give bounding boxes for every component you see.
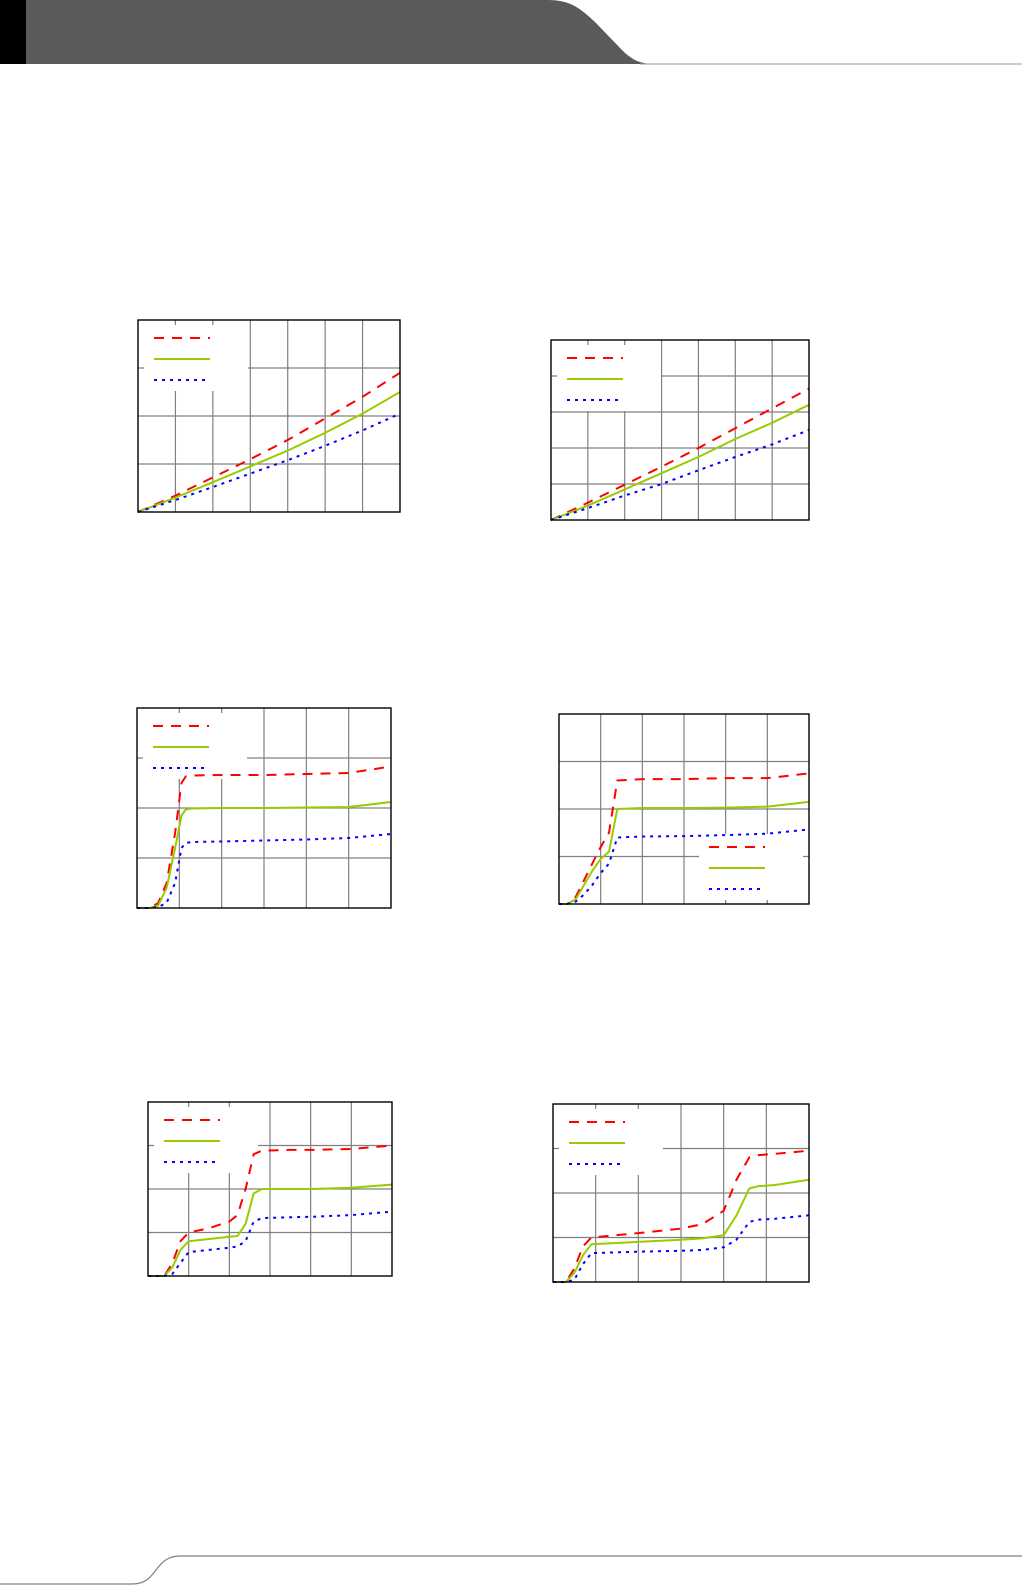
header-tab: [0, 0, 1022, 65]
series-line-2: [137, 391, 401, 513]
series-line-2: [553, 1178, 810, 1283]
series-line-1: [137, 371, 401, 513]
series-line-2: [559, 800, 810, 905]
series-line-1: [148, 1144, 393, 1277]
chart-3: [136, 707, 392, 909]
grid: [148, 1102, 392, 1276]
plot-frame: [147, 1101, 393, 1277]
chart-5: [147, 1101, 393, 1277]
chart-6: [552, 1103, 810, 1283]
chart-4: [558, 713, 810, 905]
series-line-3: [553, 1214, 810, 1283]
header-tab-shape: [26, 0, 655, 64]
series-line-3: [559, 828, 810, 905]
plot-frame: [550, 339, 810, 521]
series-line-3: [137, 833, 392, 909]
series-line-1: [137, 765, 392, 909]
series-line-1: [550, 387, 810, 521]
plot-frame: [558, 713, 810, 905]
footer-rule: [0, 1555, 1022, 1585]
series-line-3: [550, 429, 810, 521]
series-line-2: [550, 403, 810, 521]
header-edge-bar: [0, 0, 26, 64]
chart-2: [550, 339, 810, 521]
plot-frame: [137, 319, 401, 513]
series-line-1: [559, 772, 810, 905]
plot-frame: [552, 1103, 810, 1283]
series-line-2: [148, 1183, 393, 1277]
plot-frame: [136, 707, 392, 909]
series-line-3: [137, 412, 401, 513]
chart-1: [137, 319, 401, 513]
series-line-1: [553, 1149, 810, 1283]
